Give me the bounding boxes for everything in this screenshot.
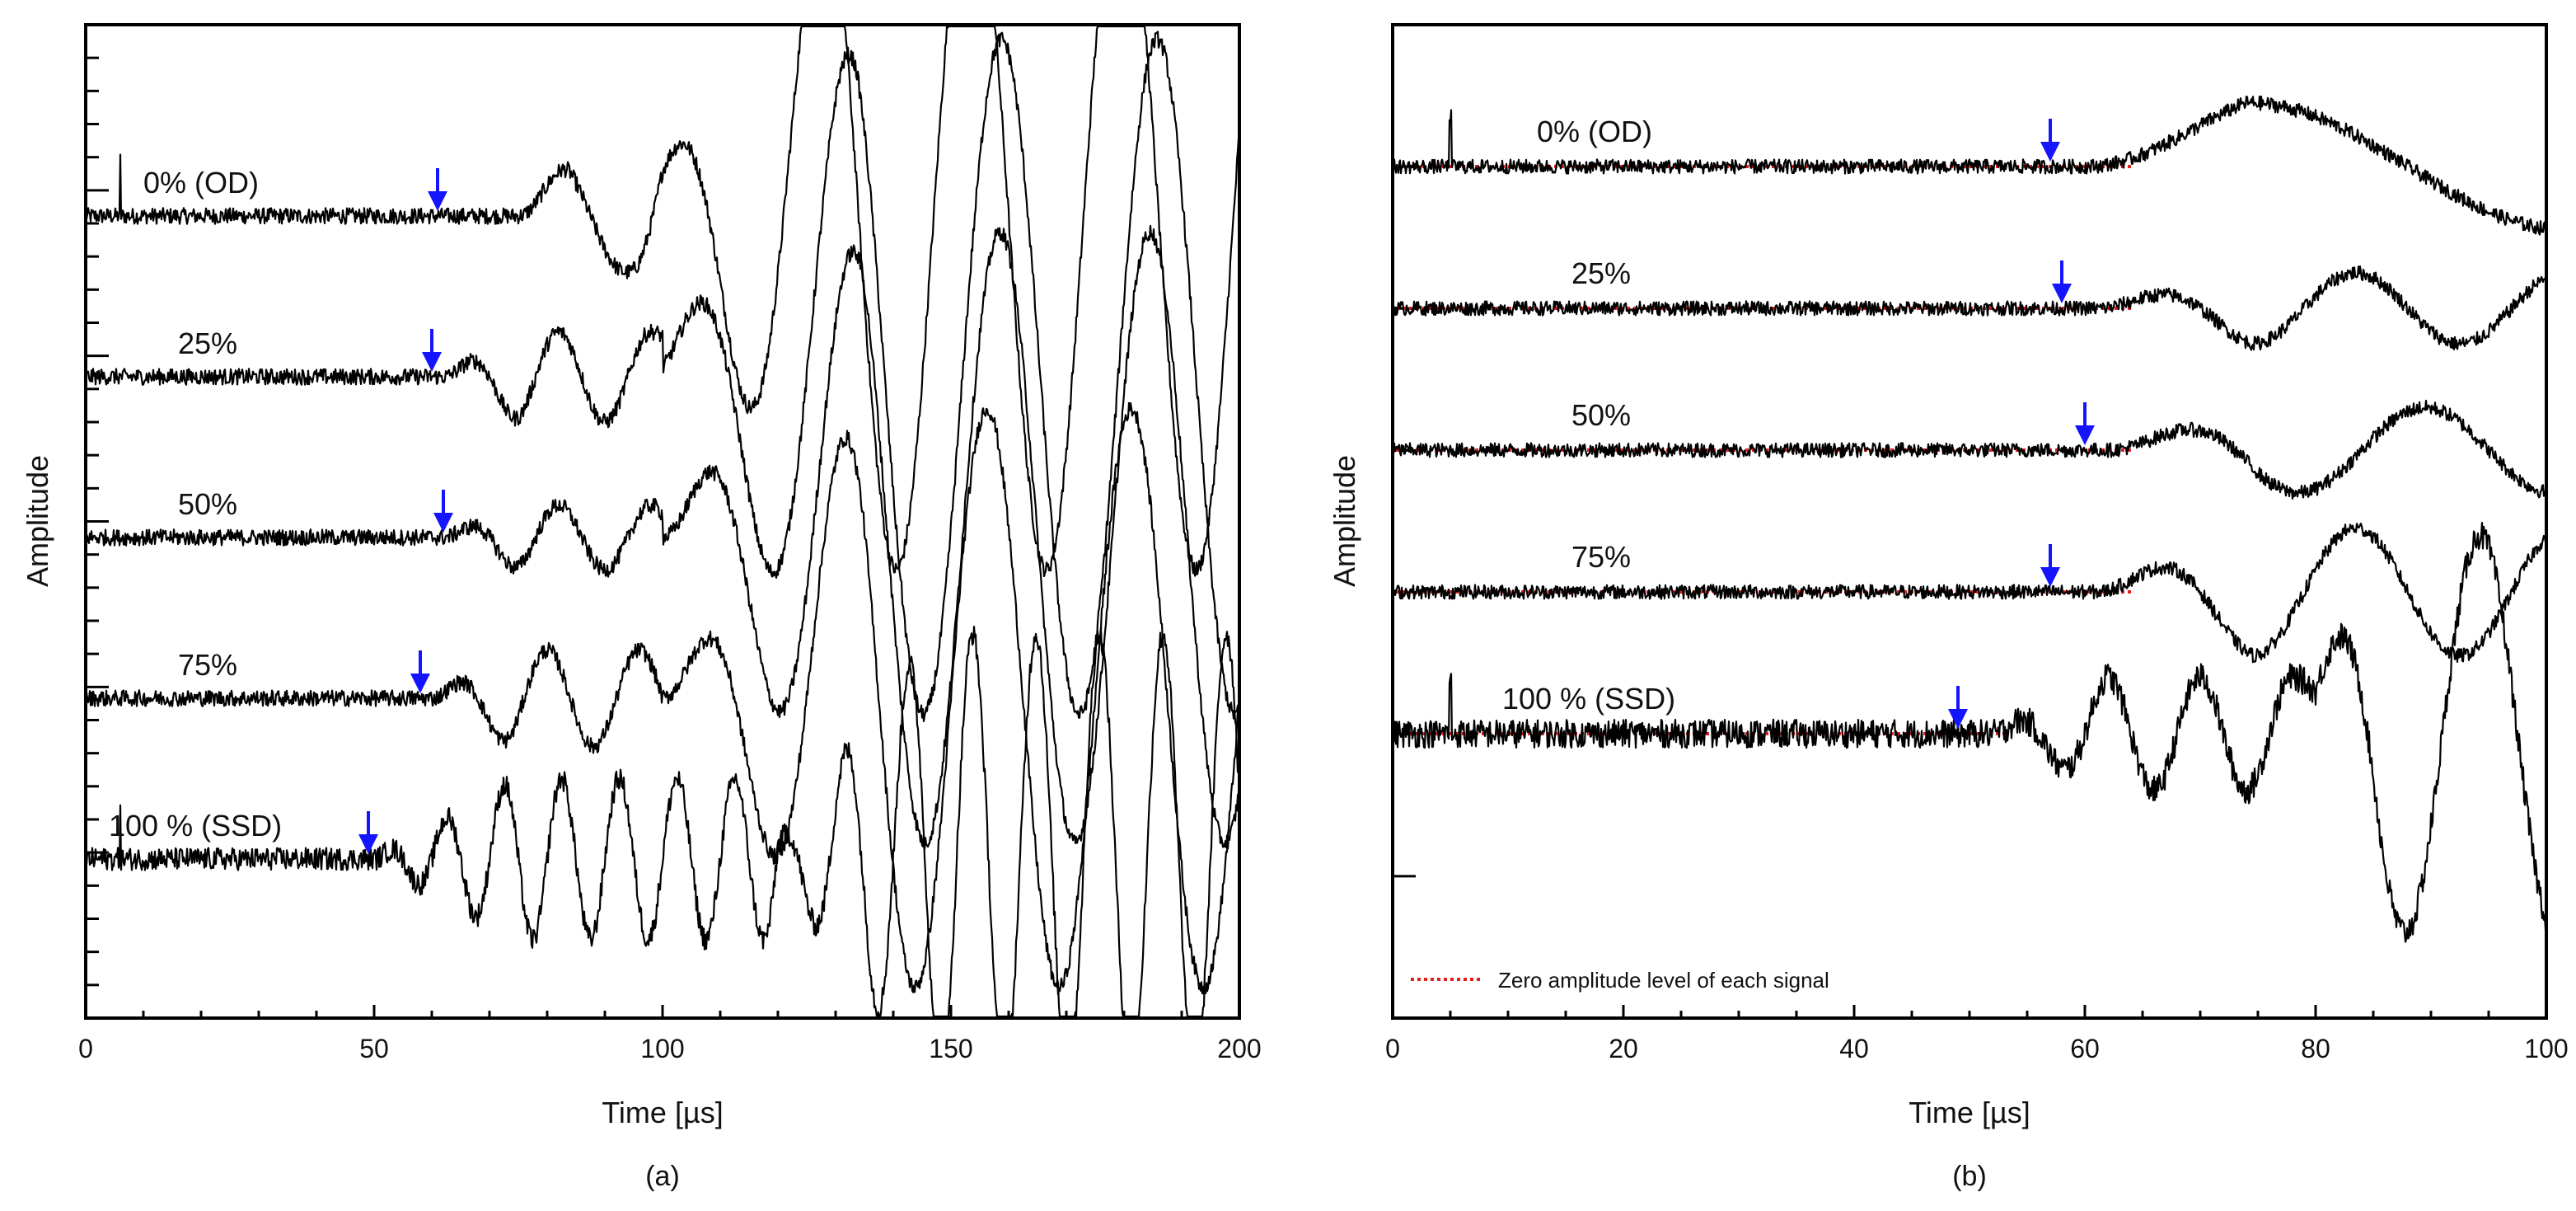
series-line [1391, 522, 2548, 943]
series-line [84, 31, 1240, 722]
panel-a-y-axis-label: Amplitude [21, 455, 54, 587]
arrival-arrow [428, 168, 447, 211]
arrival-arrow [422, 329, 442, 372]
series-line [84, 626, 1241, 1018]
panel-b-series-labels: 0% (OD) 25% 50% 75% 100 % (SSD) [1502, 115, 1675, 716]
series-label: 0% (OD) [143, 166, 259, 199]
series-label: 100 % (SSD) [109, 809, 282, 843]
arrival-arrow [2040, 119, 2060, 162]
x-tick-label: 0 [78, 1034, 93, 1063]
x-tick-label: 0 [1385, 1034, 1400, 1063]
series-line [1391, 265, 2548, 351]
x-tick-label: 150 [929, 1034, 972, 1063]
series-label: 25% [178, 326, 237, 360]
series-line [84, 25, 1241, 578]
series-label: 0% (OD) [1537, 115, 1652, 148]
panel-b-series [1391, 95, 2548, 943]
panel-b-x-ticks: 0 20 40 60 80 100 [1385, 1005, 2569, 1063]
x-tick-label: 20 [1609, 1034, 1638, 1063]
x-tick-label: 50 [359, 1034, 389, 1063]
panel-a-x-axis-label: Time [µs] [602, 1096, 723, 1129]
series-line [1391, 95, 2548, 236]
series-label: 50% [178, 487, 237, 521]
arrival-arrow [433, 490, 453, 533]
arrival-arrow [2040, 544, 2060, 587]
arrival-arrow [358, 811, 378, 854]
series-line [84, 401, 1241, 996]
panel-a-series-labels: 0% (OD) 25% 50% 75% 100 % (SSD) [109, 166, 282, 843]
series-label: 50% [1571, 398, 1631, 432]
arrival-arrow [1948, 686, 1968, 729]
arrival-arrow [2075, 402, 2095, 445]
legend: Zero amplitude level of each signal [1411, 968, 1829, 993]
legend-label: Zero amplitude level of each signal [1498, 968, 1829, 993]
x-tick-label: 100 [640, 1034, 684, 1063]
x-tick-label: 80 [2301, 1034, 2330, 1063]
panel-a-arrows [358, 168, 453, 854]
panel-b-x-axis-label: Time [µs] [1909, 1096, 2030, 1129]
series-line [1391, 399, 2548, 500]
panel-b-y-axis-label: Amplitude [1328, 455, 1361, 587]
x-tick-label: 200 [1217, 1034, 1261, 1063]
series-label: 75% [1571, 540, 1631, 574]
arrival-arrow [2052, 261, 2072, 303]
panel-a-caption: (a) [645, 1161, 680, 1192]
series-label: 75% [178, 648, 237, 682]
x-tick-label: 60 [2070, 1034, 2100, 1063]
panel-a: 0 50 100 150 200 0% (OD) 25% 50% 75% 100 % (SSD)… [21, 23, 1262, 1192]
x-tick-label: 100 [2524, 1034, 2568, 1063]
arrival-arrow [410, 650, 430, 693]
panel-b-caption: (b) [1952, 1161, 1987, 1192]
series-label: 100 % (SSD) [1502, 682, 1675, 716]
series-label: 25% [1571, 256, 1631, 290]
series-line [1391, 523, 2548, 664]
panel-a-series [84, 25, 1241, 1018]
panel-a-x-ticks: 0 50 100 150 200 [78, 1005, 1262, 1063]
x-tick-label: 40 [1839, 1034, 1869, 1063]
panel-b-arrows [1948, 119, 2095, 729]
series-line [85, 224, 1240, 850]
panel-b: 0 20 40 60 80 100 0% (OD) 25% 50% 75% 100 % (SSD)… [1328, 23, 2569, 1192]
